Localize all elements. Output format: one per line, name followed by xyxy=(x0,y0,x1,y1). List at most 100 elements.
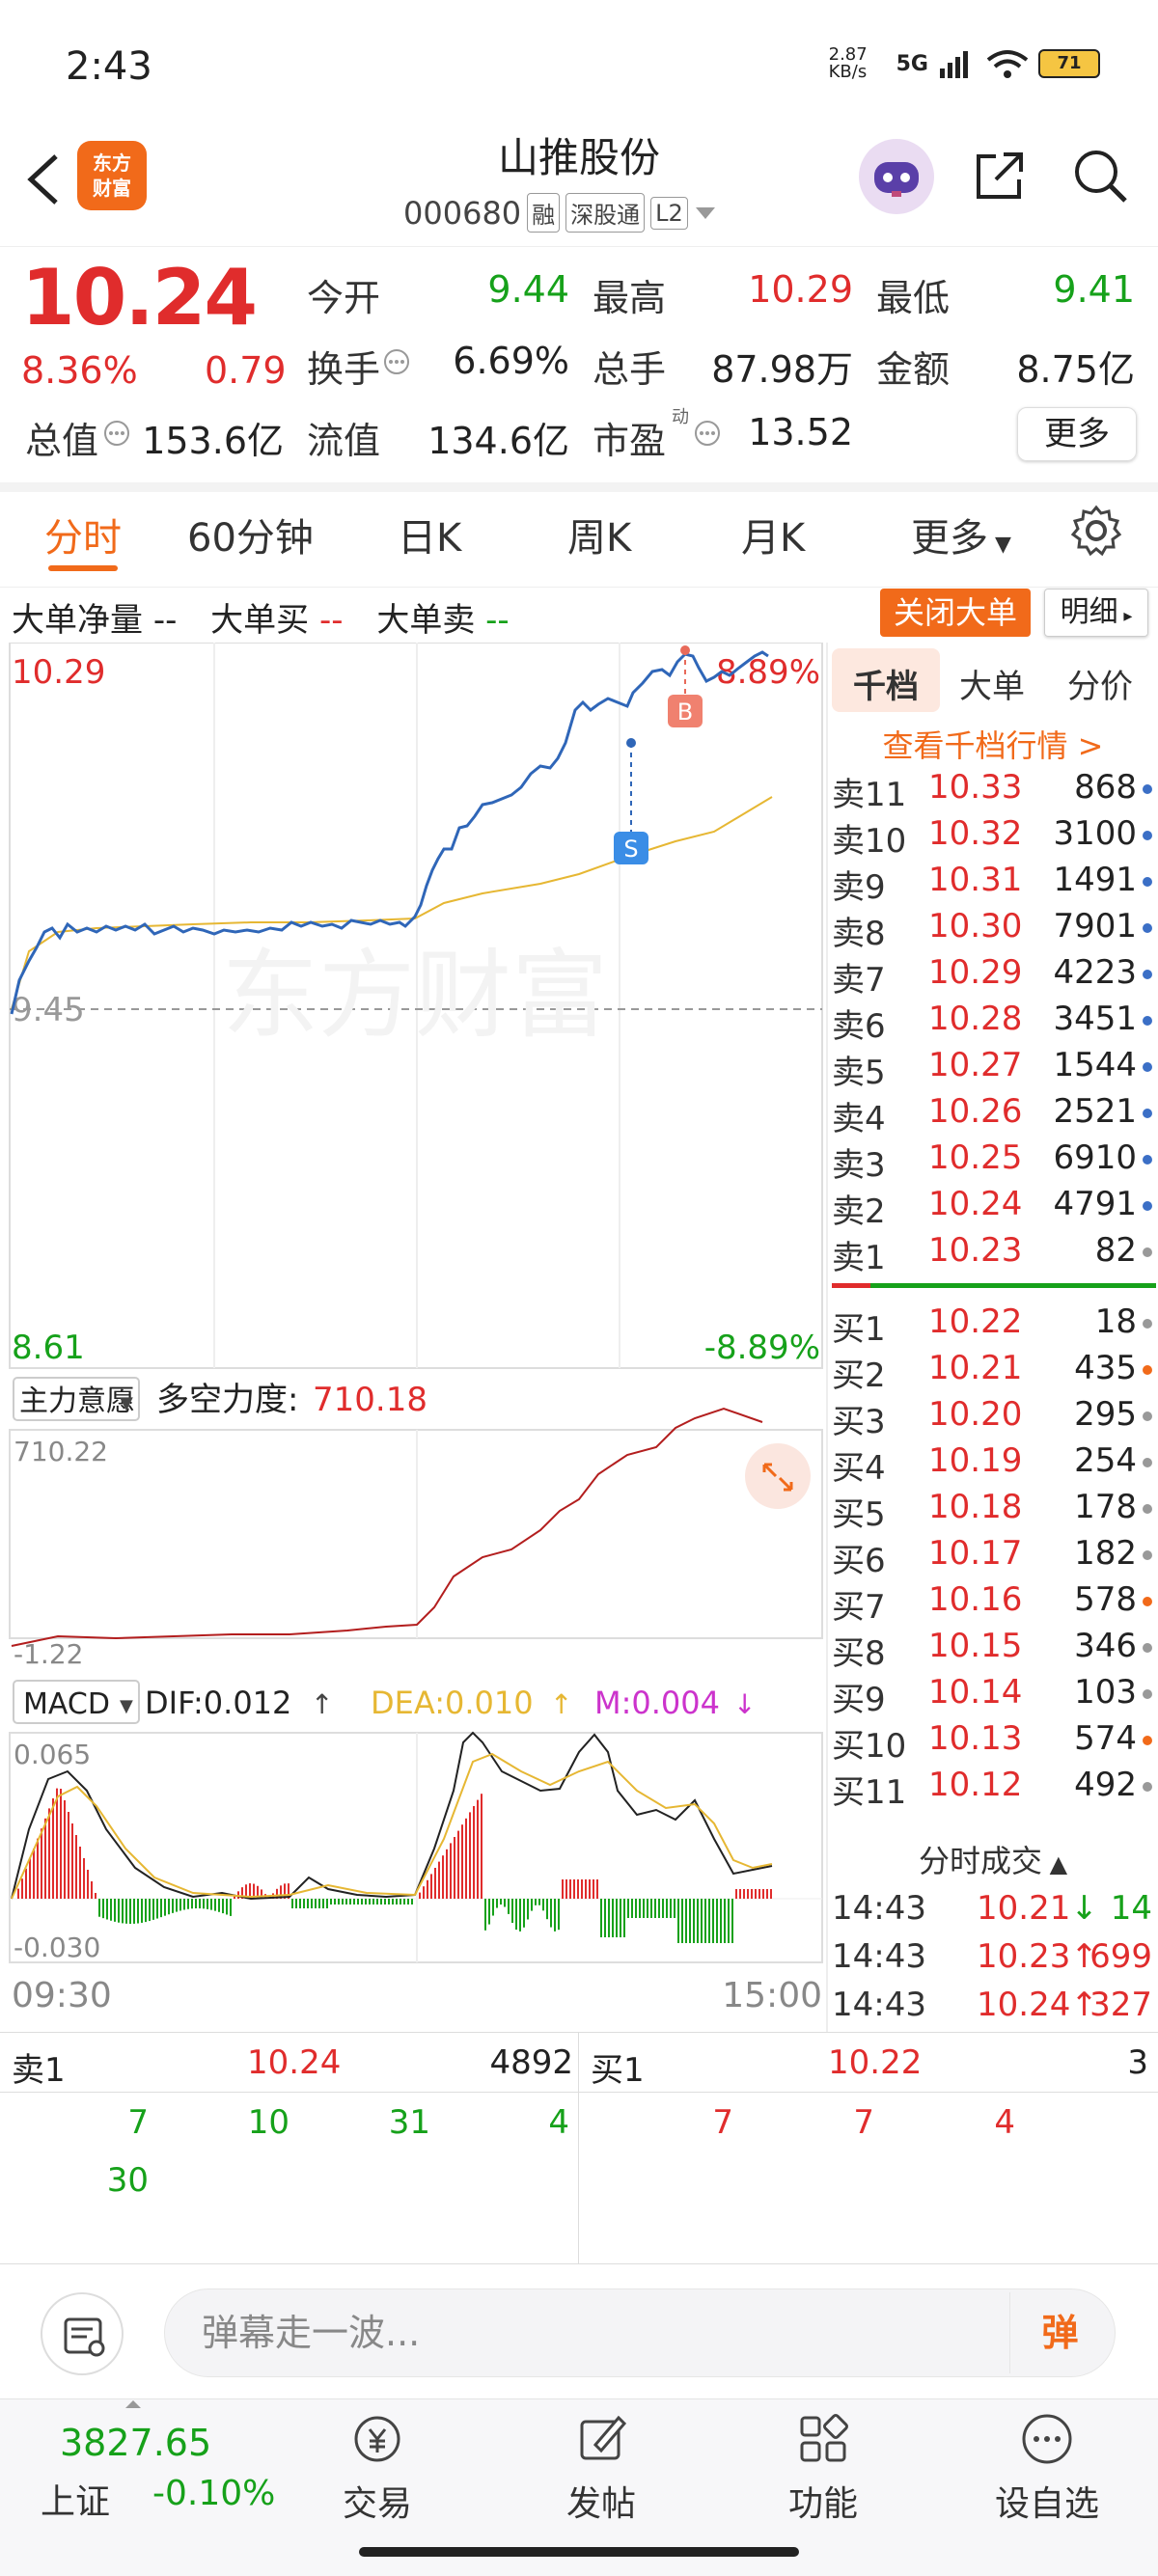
ask-volume: 868 xyxy=(1074,768,1137,807)
bid-row[interactable]: 买5 10.18 178 xyxy=(832,1488,1156,1534)
macd-bar xyxy=(253,1883,255,1899)
ask-row[interactable]: 卖1 10.23 82 xyxy=(832,1231,1156,1277)
ask-row[interactable]: 卖9 10.31 1491 xyxy=(832,861,1156,907)
buy-marker[interactable] xyxy=(668,695,703,727)
macd-bar xyxy=(334,1899,336,1905)
trades-title[interactable]: 分时成交 ▲ xyxy=(828,1837,1158,1881)
ask-dot xyxy=(1143,1247,1152,1257)
bid-row[interactable]: 买11 10.12 492 xyxy=(832,1766,1156,1812)
ask-volume: 3100 xyxy=(1053,814,1137,853)
info-icon[interactable] xyxy=(382,347,411,376)
danmu-input[interactable]: 弹幕走一波... xyxy=(164,2288,1116,2377)
stock-code: 000680 xyxy=(403,194,522,232)
macd-bar xyxy=(261,1889,262,1899)
macd-bar xyxy=(56,1788,58,1899)
tab-weekly-k[interactable]: 周K xyxy=(567,516,632,561)
macd-select[interactable] xyxy=(13,1680,140,1724)
expand-button[interactable] xyxy=(745,1443,811,1509)
nav-add-watchlist[interactable]: 设自选 xyxy=(975,2410,1119,2526)
bid-dot xyxy=(1143,1504,1152,1514)
assistant-robot-icon[interactable] xyxy=(859,139,934,214)
macd-bar xyxy=(68,1812,69,1899)
bid-row[interactable]: 买9 10.14 103 xyxy=(832,1673,1156,1719)
macd-bar xyxy=(129,1899,131,1924)
ask-row[interactable]: 卖5 10.27 1544 xyxy=(832,1046,1156,1092)
intraday-chart[interactable]: 东方财富 10.29 9.45 8.61 8.89% -8.89% S B 主力… xyxy=(0,643,826,2032)
gear-icon[interactable] xyxy=(1069,504,1123,558)
bid-row[interactable]: 买2 10.21 435 xyxy=(832,1349,1156,1395)
tab-thousand-level[interactable]: 千档 xyxy=(853,668,919,706)
ask-row[interactable]: 卖10 10.32 3100 xyxy=(832,814,1156,861)
index-value[interactable]: 3827.65 xyxy=(60,2422,212,2464)
tab-big-order[interactable]: 大单 xyxy=(959,668,1025,706)
tab-intraday[interactable]: 分时 xyxy=(44,516,122,561)
tab-60min[interactable]: 60分钟 xyxy=(187,516,314,561)
search-icon[interactable] xyxy=(1071,147,1129,205)
indicator-select[interactable] xyxy=(13,1377,140,1421)
queue-buy-price: 10.22 xyxy=(828,2043,923,2082)
nav-trade[interactable]: 交易 xyxy=(305,2410,450,2526)
share-icon[interactable] xyxy=(971,147,1029,205)
bid-row[interactable]: 买10 10.13 574 xyxy=(832,1719,1156,1766)
note-icon[interactable] xyxy=(41,2292,124,2375)
bid-row[interactable]: 买8 10.15 346 xyxy=(832,1627,1156,1673)
danmu-send-button[interactable]: 弹 xyxy=(1009,2292,1110,2373)
sentiment-y-top: 710.22 xyxy=(14,1436,108,1467)
macd-bar xyxy=(307,1899,309,1908)
bid-row[interactable]: 买7 10.16 578 xyxy=(832,1580,1156,1627)
back-arrow-icon[interactable] xyxy=(21,151,64,208)
ask-row[interactable]: 卖2 10.24 4791 xyxy=(832,1185,1156,1231)
ask-row[interactable]: 卖4 10.26 2521 xyxy=(832,1092,1156,1138)
tab-more[interactable]: 更多 ▼ xyxy=(911,507,1011,562)
sell-value: -- xyxy=(485,601,510,640)
info-icon[interactable] xyxy=(102,419,131,448)
bid-price: 10.17 xyxy=(928,1534,1023,1573)
bid-price: 10.15 xyxy=(928,1627,1023,1665)
ask-price: 10.33 xyxy=(928,768,1023,807)
tab-daily-k[interactable]: 日K xyxy=(398,516,462,561)
view-thousand-level-link[interactable]: 查看千档行情 > xyxy=(882,727,1104,764)
dropdown-caret-icon[interactable] xyxy=(694,206,717,221)
bid-row[interactable]: 买1 10.22 18 xyxy=(832,1302,1156,1349)
macd-y-bottom: -0.030 xyxy=(14,1932,100,1963)
bid-row[interactable]: 买3 10.20 295 xyxy=(832,1395,1156,1441)
macd-bar xyxy=(527,1899,529,1920)
bid-row[interactable]: 买4 10.19 254 xyxy=(832,1441,1156,1488)
detail-button[interactable]: 明细 ▸ xyxy=(1044,589,1148,637)
macd-bar xyxy=(315,1899,317,1908)
ask-bid-divider xyxy=(832,1283,1156,1288)
ask-row[interactable]: 卖7 10.29 4223 xyxy=(832,953,1156,1000)
bid-row[interactable]: 买6 10.17 182 xyxy=(832,1534,1156,1580)
macd-bar xyxy=(670,1899,672,1918)
macd-bar xyxy=(369,1899,371,1905)
ask-row[interactable]: 卖11 10.33 868 xyxy=(832,768,1156,814)
ask-volume: 3451 xyxy=(1053,1000,1137,1038)
macd-histogram xyxy=(17,1788,772,1943)
ask-row[interactable]: 卖3 10.25 6910 xyxy=(832,1138,1156,1185)
bid-price: 10.14 xyxy=(928,1673,1023,1712)
high-label: 最高 xyxy=(593,277,667,319)
macd-bar xyxy=(612,1899,614,1937)
y-axis-low: 8.61 xyxy=(12,1329,85,1367)
ask-row[interactable]: 卖6 10.28 3451 xyxy=(832,1000,1156,1046)
tab-price-dist[interactable]: 分价 xyxy=(1067,668,1133,706)
close-big-order-button[interactable]: 关闭大单 xyxy=(880,589,1031,637)
macd-bar xyxy=(608,1899,610,1937)
macd-dif: DIF:0.012 xyxy=(145,1685,291,1721)
ask-label: 卖4 xyxy=(832,1100,886,1138)
nav-post[interactable]: 发帖 xyxy=(529,2410,674,2526)
nav-functions[interactable]: 功能 xyxy=(751,2410,896,2526)
info-icon[interactable] xyxy=(693,419,722,448)
nav-add-watchlist-label: 设自选 xyxy=(994,2484,1099,2524)
trade-volume: 327 xyxy=(1089,1986,1152,2024)
sell-marker[interactable] xyxy=(614,832,648,864)
ask-dot xyxy=(1143,1016,1152,1026)
queue-header-line xyxy=(0,2092,1158,2093)
ask-label: 卖11 xyxy=(832,776,907,814)
bid-volume: 178 xyxy=(1074,1488,1137,1526)
macd-bar xyxy=(257,1885,259,1899)
tab-monthly-k[interactable]: 月K xyxy=(741,516,806,561)
network-type: 5G xyxy=(896,51,928,76)
ask-row[interactable]: 卖8 10.30 7901 xyxy=(832,907,1156,953)
quote-more-button[interactable]: 更多 xyxy=(1017,407,1137,461)
